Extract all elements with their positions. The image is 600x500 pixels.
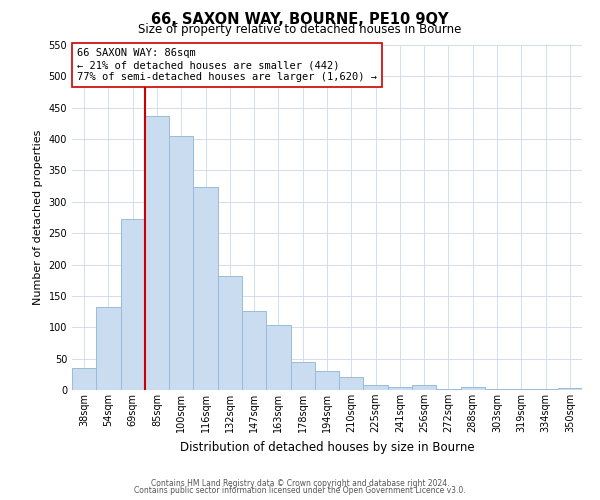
Bar bbox=[72, 368, 96, 390]
Text: Contains public sector information licensed under the Open Government Licence v3: Contains public sector information licen… bbox=[134, 486, 466, 495]
Bar bbox=[558, 388, 582, 390]
Bar bbox=[242, 311, 266, 390]
Text: 66, SAXON WAY, BOURNE, PE10 9QY: 66, SAXON WAY, BOURNE, PE10 9QY bbox=[151, 12, 449, 28]
Bar bbox=[145, 116, 169, 390]
Bar bbox=[339, 378, 364, 390]
Bar bbox=[218, 276, 242, 390]
Text: Size of property relative to detached houses in Bourne: Size of property relative to detached ho… bbox=[139, 22, 461, 36]
Bar bbox=[121, 220, 145, 390]
Text: Contains HM Land Registry data © Crown copyright and database right 2024.: Contains HM Land Registry data © Crown c… bbox=[151, 478, 449, 488]
Bar bbox=[461, 388, 485, 390]
Bar bbox=[96, 306, 121, 390]
Text: 66 SAXON WAY: 86sqm
← 21% of detached houses are smaller (442)
77% of semi-detac: 66 SAXON WAY: 86sqm ← 21% of detached ho… bbox=[77, 48, 377, 82]
Bar bbox=[364, 385, 388, 390]
Bar bbox=[193, 188, 218, 390]
Y-axis label: Number of detached properties: Number of detached properties bbox=[33, 130, 43, 305]
Bar bbox=[169, 136, 193, 390]
Bar bbox=[315, 371, 339, 390]
Bar bbox=[388, 387, 412, 390]
Bar bbox=[266, 326, 290, 390]
Bar bbox=[412, 385, 436, 390]
X-axis label: Distribution of detached houses by size in Bourne: Distribution of detached houses by size … bbox=[179, 440, 475, 454]
Bar bbox=[290, 362, 315, 390]
